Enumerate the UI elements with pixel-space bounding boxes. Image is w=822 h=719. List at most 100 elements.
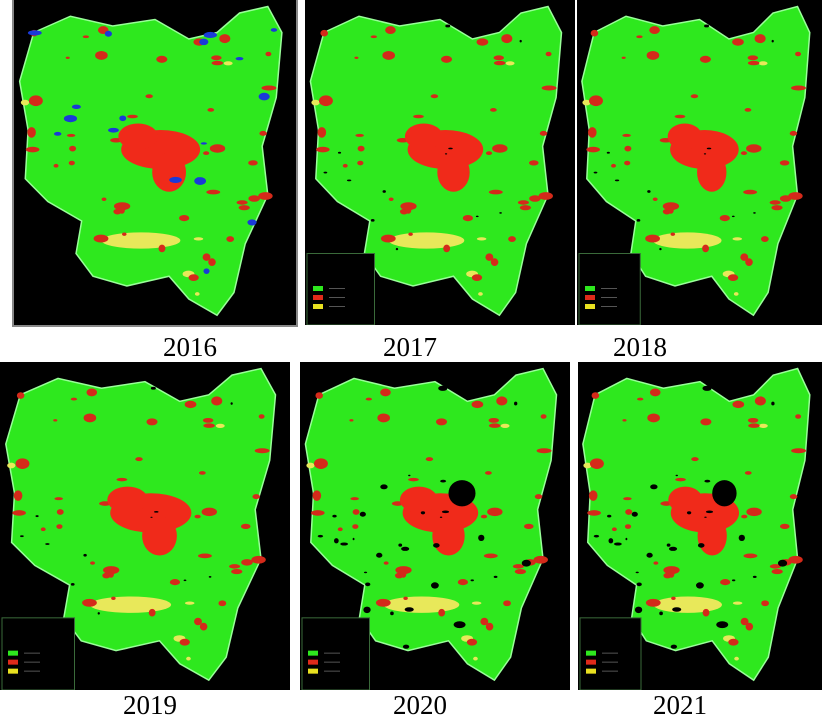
patch bbox=[371, 35, 377, 38]
patch bbox=[489, 423, 501, 427]
patch bbox=[184, 580, 187, 582]
patch bbox=[365, 582, 370, 586]
patch bbox=[255, 448, 270, 453]
patch bbox=[21, 100, 29, 106]
patch bbox=[778, 560, 787, 567]
patch bbox=[353, 538, 355, 541]
patch bbox=[445, 153, 447, 154]
patch bbox=[248, 160, 258, 165]
patch bbox=[380, 484, 387, 489]
patch bbox=[791, 448, 806, 453]
patch bbox=[471, 579, 474, 581]
patch bbox=[712, 480, 736, 506]
urban bbox=[432, 516, 464, 555]
patch bbox=[69, 146, 76, 152]
patch bbox=[311, 100, 319, 106]
patch bbox=[338, 152, 341, 154]
patch bbox=[231, 569, 242, 574]
patch bbox=[354, 57, 358, 59]
urban bbox=[697, 153, 726, 192]
patch bbox=[71, 398, 77, 401]
patch bbox=[448, 148, 452, 150]
patch bbox=[149, 609, 156, 617]
patch bbox=[145, 94, 152, 98]
patch bbox=[623, 497, 632, 500]
patch bbox=[624, 146, 631, 152]
patch bbox=[753, 576, 757, 578]
patch bbox=[645, 235, 660, 243]
patch bbox=[211, 396, 222, 405]
patch bbox=[384, 597, 460, 613]
patch bbox=[380, 388, 391, 396]
patch bbox=[540, 131, 547, 136]
patch bbox=[607, 515, 611, 518]
patch bbox=[716, 621, 728, 628]
legend-swatch bbox=[586, 660, 596, 665]
patch bbox=[69, 161, 75, 166]
patch bbox=[195, 292, 200, 296]
patch bbox=[313, 490, 322, 501]
patch bbox=[381, 235, 396, 243]
patch bbox=[732, 579, 735, 581]
patch bbox=[320, 30, 328, 37]
patch bbox=[612, 527, 617, 531]
patch bbox=[186, 657, 191, 661]
patch bbox=[204, 32, 217, 38]
patch bbox=[492, 144, 507, 152]
legend-swatch bbox=[585, 286, 595, 291]
patch bbox=[384, 561, 389, 564]
figure: 2016 2017 2018 2019 2020 2021 bbox=[0, 0, 822, 719]
patch bbox=[587, 510, 601, 516]
patch bbox=[702, 386, 711, 391]
urban bbox=[405, 124, 443, 150]
patch bbox=[489, 190, 503, 195]
patch bbox=[16, 458, 30, 469]
patch bbox=[454, 621, 466, 628]
patch bbox=[520, 205, 531, 210]
patch bbox=[586, 147, 600, 153]
patch bbox=[207, 108, 214, 112]
patch bbox=[772, 40, 774, 43]
map-2021 bbox=[578, 362, 822, 690]
patch bbox=[212, 61, 224, 65]
patch bbox=[748, 423, 760, 427]
patch bbox=[637, 582, 642, 586]
patch bbox=[440, 517, 442, 518]
urban bbox=[107, 487, 148, 513]
patch bbox=[637, 219, 641, 222]
patch bbox=[759, 424, 768, 428]
patch bbox=[349, 419, 353, 421]
patch bbox=[389, 232, 465, 248]
patch bbox=[400, 571, 406, 578]
patch bbox=[486, 151, 492, 155]
patch bbox=[146, 418, 157, 425]
patch bbox=[403, 597, 407, 600]
legend-swatch bbox=[585, 295, 595, 300]
patch bbox=[438, 386, 447, 391]
patch bbox=[29, 95, 43, 106]
patch bbox=[676, 475, 678, 476]
patch bbox=[698, 543, 705, 548]
patch bbox=[647, 51, 660, 60]
legend-swatch bbox=[8, 660, 18, 665]
patch bbox=[159, 245, 166, 253]
patch bbox=[515, 569, 526, 574]
patch bbox=[625, 524, 631, 529]
patch bbox=[518, 200, 529, 204]
patch bbox=[753, 212, 756, 214]
patch bbox=[14, 490, 23, 501]
patch bbox=[236, 200, 247, 204]
patch bbox=[671, 645, 677, 649]
patch bbox=[622, 419, 626, 421]
legend-swatch bbox=[8, 651, 18, 656]
patch bbox=[788, 192, 802, 200]
patch bbox=[247, 219, 256, 225]
patch bbox=[119, 207, 125, 214]
patch bbox=[743, 190, 757, 195]
patch bbox=[357, 161, 363, 166]
patch bbox=[537, 448, 552, 453]
patch bbox=[371, 219, 375, 222]
patch bbox=[467, 639, 477, 646]
patch bbox=[514, 402, 517, 406]
patch bbox=[56, 524, 62, 529]
